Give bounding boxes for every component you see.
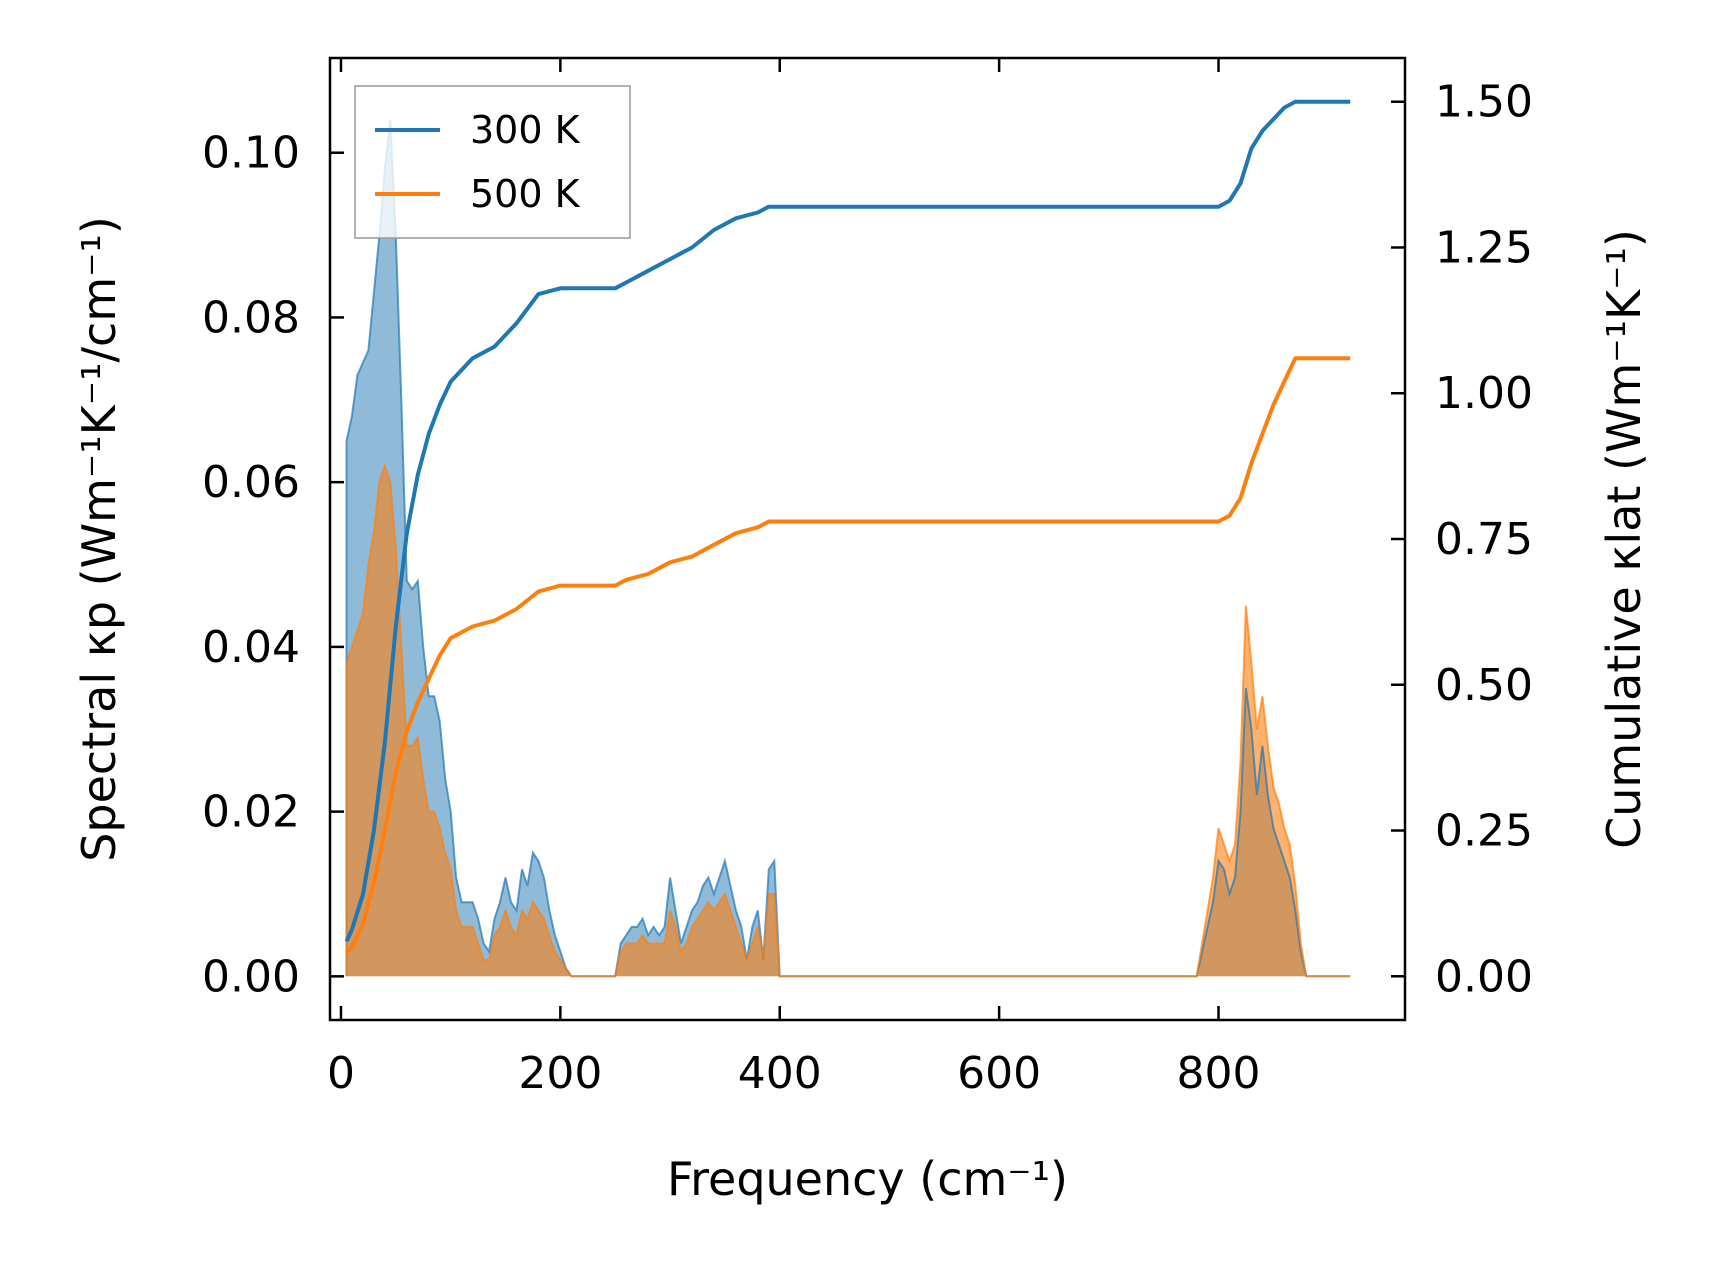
y-right-tick-label: 1.50: [1435, 77, 1533, 128]
y-right-tick-label: 0.50: [1435, 660, 1533, 711]
y-right-tick-label: 1.25: [1435, 222, 1533, 273]
y-left-tick-label: 0.00: [202, 951, 300, 1002]
y-left-tick-label: 0.10: [202, 128, 300, 179]
legend-box: [354, 85, 631, 239]
spectral-fill-300k: [346, 119, 1351, 977]
x-tick-label: 200: [518, 1048, 602, 1099]
x-tick-label: 400: [738, 1048, 822, 1099]
x-tick-label: 600: [957, 1048, 1041, 1099]
legend-label: 300 K: [470, 108, 581, 152]
spectral-fill-500k: [346, 465, 1351, 977]
x-tick-label: 0: [327, 1048, 355, 1099]
axes: 0 200 400 600 800 0.00 0.02 0.04 0.06 0.08 0.10 0.0…: [72, 56, 1651, 1206]
legend-label: 500 K: [470, 172, 581, 216]
y-left-tick-label: 0.08: [202, 292, 300, 343]
y-right-axis-label: Cumulative κlat (Wm⁻¹K⁻¹): [1597, 229, 1651, 849]
cumulative-line-300k: [344, 99, 1351, 943]
spectral-line-300k: [345, 119, 1351, 978]
y-right-tick-label: 1.00: [1435, 368, 1533, 419]
y-right-tick-label: 0.00: [1435, 951, 1533, 1002]
y-left-axis-label: Spectral κp (Wm⁻¹K⁻¹/cm⁻¹): [72, 216, 126, 862]
legend: 300 K 500 K: [354, 85, 631, 239]
cumulative-line-500k: [345, 356, 1351, 955]
y-left-tick-label: 0.04: [202, 622, 300, 673]
plot-area: [344, 99, 1351, 978]
x-tick-label: 800: [1177, 1048, 1261, 1099]
y-left-tick-label: 0.06: [202, 457, 300, 508]
y-right-tick-label: 0.75: [1435, 514, 1533, 565]
spectral-line-500k: [345, 462, 1351, 978]
y-right-tick-label: 0.25: [1435, 806, 1533, 857]
y-left-tick-label: 0.02: [202, 787, 300, 838]
x-axis-label: Frequency (cm⁻¹): [667, 1152, 1068, 1206]
